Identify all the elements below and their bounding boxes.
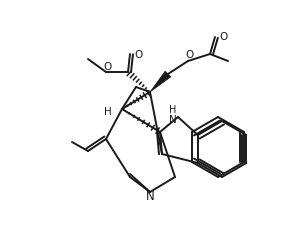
Text: H: H (169, 105, 177, 115)
Text: H: H (104, 106, 112, 117)
Text: N: N (146, 190, 154, 202)
Text: O: O (134, 50, 142, 60)
Text: O: O (103, 62, 111, 72)
Text: N: N (169, 115, 177, 124)
Text: O: O (185, 50, 193, 60)
Polygon shape (150, 72, 171, 93)
Text: O: O (219, 32, 227, 42)
